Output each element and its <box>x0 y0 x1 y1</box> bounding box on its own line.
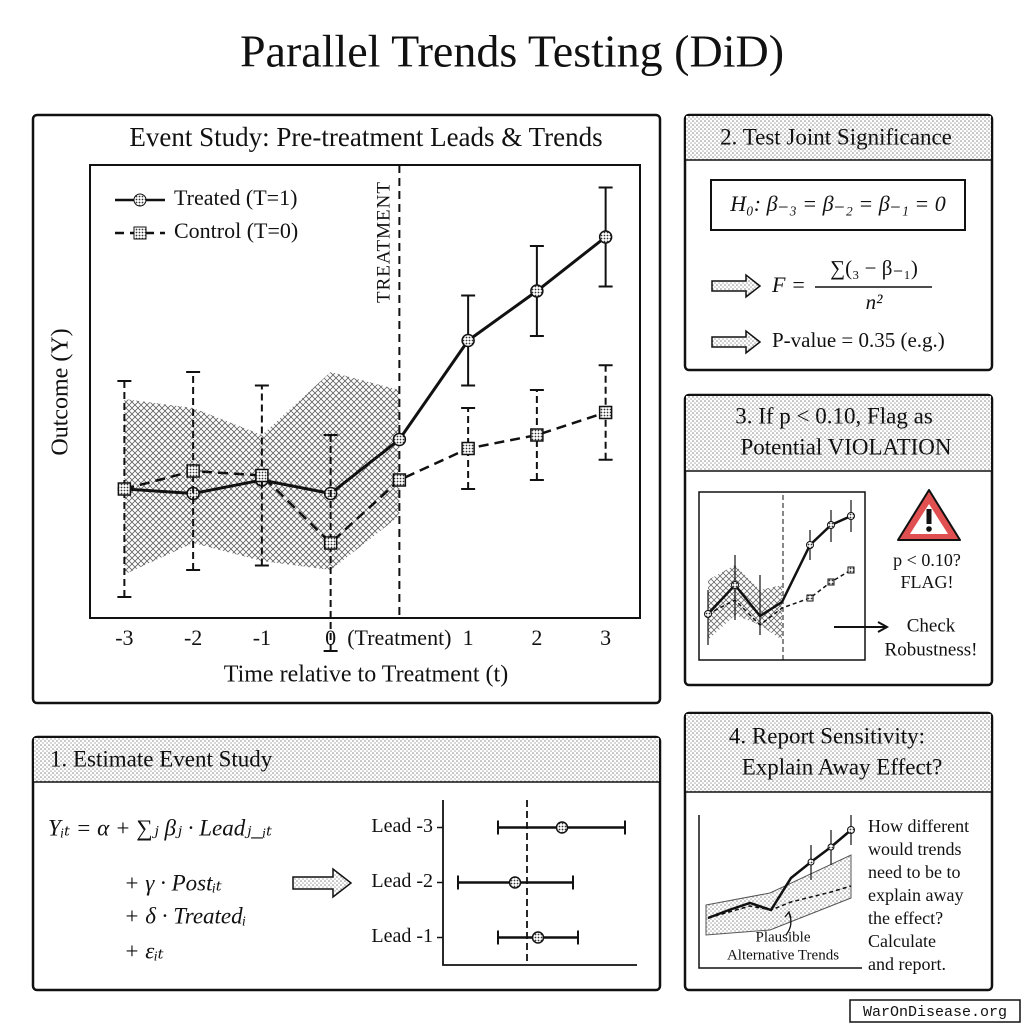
axes <box>442 800 637 966</box>
error-bar <box>117 380 132 598</box>
legend-label: Control (T=0) <box>174 218 298 243</box>
hypothesis: H₀: β₋₃ = β₋₂ = β₋₁ = 0 <box>729 191 946 216</box>
panel-header: 4. Report Sensitivity: <box>729 723 925 748</box>
arrow <box>711 273 762 299</box>
plot-frame <box>89 164 641 619</box>
point <box>461 441 475 456</box>
check-text: Check <box>907 615 956 636</box>
f-lhs: F = <box>771 272 806 297</box>
equation-line: Yᵢₜ = α + ∑ⱼ βⱼ · Leadⱼ_ᵢₜ <box>48 815 272 840</box>
y-tick-label: Lead -3 <box>371 815 433 837</box>
note-line: and report. <box>868 954 946 974</box>
warning-icon <box>897 489 961 541</box>
hypothesis-box <box>710 179 966 231</box>
flag-text: FLAG! <box>901 572 954 592</box>
x-tick-label: -3 <box>115 625 133 650</box>
point <box>255 468 269 483</box>
check-text: Robustness! <box>885 639 978 660</box>
y-tick-label: Lead -1 <box>371 925 433 947</box>
error-bar <box>323 434 338 652</box>
estimate-point <box>531 931 545 944</box>
f-denominator: n² <box>866 290 884 314</box>
panel-estimate <box>31 735 662 992</box>
estimate-point <box>508 876 522 889</box>
footer-box <box>849 999 1021 1023</box>
point <box>530 284 544 298</box>
x-tick-label: (Treatment) <box>347 625 451 650</box>
x-axis-label: Time relative to Treatment (t) <box>224 662 508 688</box>
equation-line: + γ · Postᵢₜ <box>124 870 222 895</box>
panel-header-bg <box>686 714 991 792</box>
band-label: Plausible <box>756 929 811 945</box>
panel-header-bg <box>686 116 991 160</box>
p-value: P-value = 0.35 (e.g.) <box>772 328 945 352</box>
arrow <box>711 329 762 355</box>
panel-header: 3. If p < 0.10, Flag as <box>735 403 933 428</box>
x-tick-label: -1 <box>253 625 271 650</box>
x-tick-label: -2 <box>184 625 202 650</box>
chart-title: Event Study: Pre-treatment Leads & Trend… <box>129 122 602 152</box>
flag-text: p < 0.10? <box>893 550 961 570</box>
x-tick-label: 2 <box>531 625 542 650</box>
panel-header: Explain Away Effect? <box>742 754 943 779</box>
point <box>530 428 544 442</box>
arrow <box>292 867 353 899</box>
page-title: Parallel Trends Testing (DiD) <box>240 26 784 77</box>
note-line: the effect? <box>868 908 943 928</box>
estimate-point <box>555 821 569 834</box>
point <box>392 432 407 447</box>
lead-coefficient-chart: Lead -3 Lead -2 Lead -1 <box>371 800 637 966</box>
error-bar <box>461 407 476 490</box>
equation-line: + δ · Treatedᵢ <box>124 903 246 928</box>
thumbnail-chart <box>698 491 866 661</box>
y-axis-label: Outcome (Y) <box>48 328 74 455</box>
x-tick-label: 3 <box>600 625 611 650</box>
footer: WarOnDisease.org <box>863 1004 1007 1021</box>
series-line <box>124 411 607 545</box>
treatment-label: TREATMENT <box>374 181 395 303</box>
legend-marker <box>133 226 147 240</box>
point <box>598 230 613 244</box>
note-line: explain away <box>868 885 963 905</box>
note-line: Calculate <box>868 931 936 951</box>
panel-header: 2. Test Joint Significance <box>720 124 952 149</box>
equation-line: + εᵢₜ <box>124 938 164 963</box>
thumbnail-chart <box>698 815 862 969</box>
panel-header-bg <box>34 738 659 782</box>
band-label: Alternative Trends <box>727 947 839 963</box>
panel-test <box>683 113 994 372</box>
panel-header-bg <box>686 396 991 471</box>
point <box>323 536 338 550</box>
point <box>392 473 407 487</box>
legend-label: Treated (T=1) <box>174 185 297 210</box>
point <box>461 333 475 348</box>
point <box>117 482 132 496</box>
x-tick-label: 1 <box>463 625 474 650</box>
panel-header: 1. Estimate Event Study <box>50 746 273 771</box>
panel-header: Potential VIOLATION <box>740 434 951 459</box>
note-line: How different <box>868 816 969 836</box>
legend-marker <box>133 193 147 207</box>
note-line: need to be to <box>868 862 960 882</box>
series-line <box>124 235 607 496</box>
f-numerator: ∑(₃ − β₋₁) <box>830 256 918 280</box>
point <box>186 464 200 478</box>
y-tick-label: Lead -2 <box>371 870 433 892</box>
point <box>598 405 613 420</box>
sensitivity-note: How different would trends need to be to ex… <box>868 816 969 974</box>
note-line: would trends <box>868 839 962 859</box>
arrow <box>834 621 890 633</box>
